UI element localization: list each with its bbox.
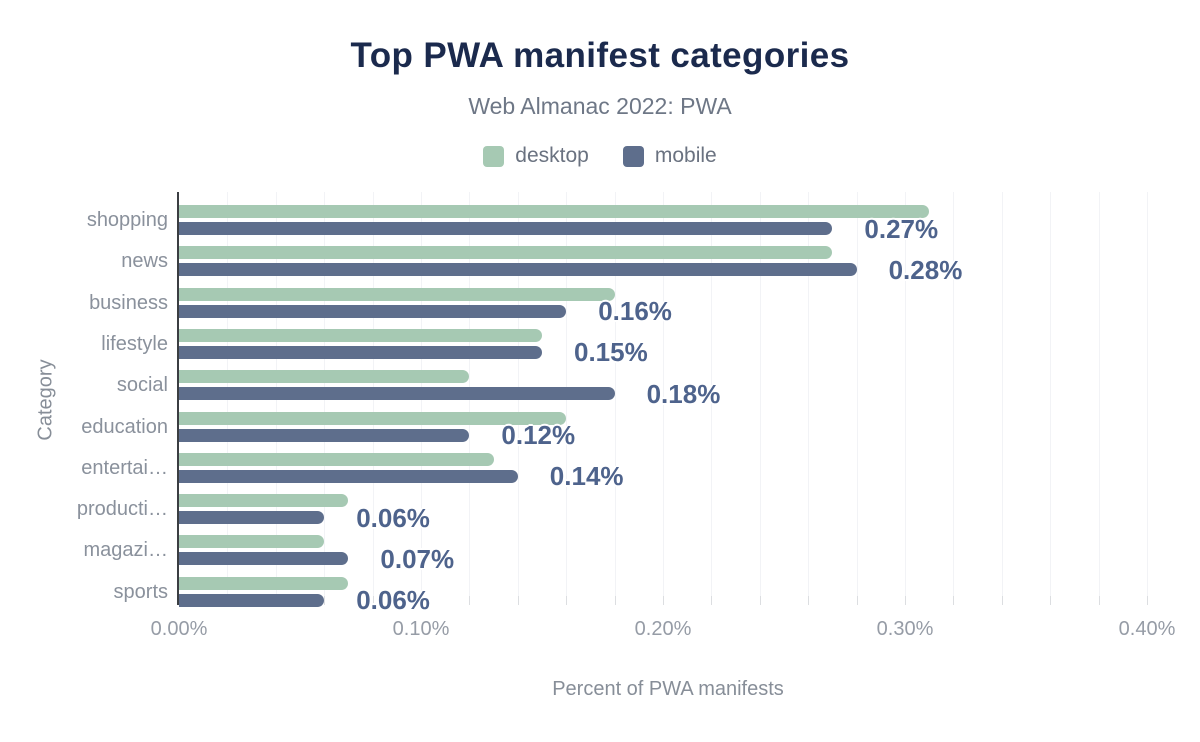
bar-mobile-lifestyle xyxy=(179,345,542,359)
bar-mobile-entertai xyxy=(179,469,518,483)
category-label-shopping: shopping xyxy=(86,209,168,231)
y-axis-line xyxy=(177,192,179,605)
bar-value-label-producti: 0.06% xyxy=(356,502,430,533)
category-label-entertai: entertai… xyxy=(81,456,168,479)
bar-desktop-entertai xyxy=(179,452,494,466)
gridline xyxy=(1098,192,1100,596)
bar-value-label-magazi: 0.07% xyxy=(380,543,455,574)
legend-label-mobile: mobile xyxy=(654,144,717,167)
axis-tick xyxy=(759,596,761,605)
gridline xyxy=(905,192,906,596)
chart-subtitle: Web Almanac 2022: PWA xyxy=(468,93,732,119)
bar-desktop-social xyxy=(179,370,470,384)
bar-value-label-social: 0.18% xyxy=(646,378,721,409)
bar-desktop-sports xyxy=(179,576,349,590)
bar-mobile-producti xyxy=(179,511,325,525)
gridline xyxy=(711,192,713,596)
axis-tick xyxy=(711,596,713,605)
legend-label-desktop: desktop xyxy=(515,144,589,167)
axis-tick xyxy=(372,596,374,605)
axis-tick xyxy=(1050,596,1052,605)
category-label-news: news xyxy=(121,250,168,273)
bar-mobile-magazi xyxy=(179,552,349,566)
axis-tick xyxy=(953,596,955,605)
bar-desktop-shopping xyxy=(179,205,930,218)
category-label-business: business xyxy=(89,291,168,314)
bar-desktop-magazi xyxy=(179,535,325,549)
gridline xyxy=(808,192,810,596)
bar-value-label-education: 0.12% xyxy=(501,420,576,450)
x-tick-label-2: 0.20% xyxy=(634,618,692,640)
bar-desktop-news xyxy=(179,246,833,260)
category-label-sports: sports xyxy=(113,580,168,603)
axis-tick xyxy=(566,596,568,605)
bar-desktop-business xyxy=(179,287,615,301)
bar-desktop-education xyxy=(179,411,567,425)
bar-mobile-shopping xyxy=(179,222,833,235)
gridline xyxy=(759,192,761,596)
bar-desktop-lifestyle xyxy=(179,328,542,342)
axis-tick xyxy=(469,596,471,605)
x-tick-label-4: 0.40% xyxy=(1118,618,1176,640)
bar-mobile-education xyxy=(179,428,470,442)
chart-title: Top PWA manifest categories xyxy=(350,36,850,75)
mobile-swatch-icon xyxy=(622,145,644,167)
gridline xyxy=(1050,192,1052,596)
desktop-swatch-icon xyxy=(483,145,505,167)
gridline xyxy=(953,192,955,596)
plot-area: shopping 0.27% news 0.28% business 0.16% lifes… xyxy=(77,192,1170,613)
axis-tick xyxy=(856,596,858,605)
axis-tick xyxy=(614,596,616,605)
category-label-social: social xyxy=(116,374,168,397)
category-label-producti: producti… xyxy=(76,498,168,521)
bar-mobile-news xyxy=(179,263,857,277)
legend-item-mobile: mobile xyxy=(622,144,717,168)
gridline xyxy=(856,192,858,596)
bar-mobile-business xyxy=(179,304,567,318)
axis-tick xyxy=(808,596,810,605)
axis-tick xyxy=(663,596,664,605)
axis-tick xyxy=(324,596,326,605)
legend-item-desktop: desktop xyxy=(483,144,589,168)
bar-value-label-sports: 0.06% xyxy=(356,585,430,616)
x-tick-label-3: 0.30% xyxy=(876,618,934,640)
axis-tick xyxy=(1001,596,1003,605)
bar-value-label-business: 0.16% xyxy=(598,296,672,327)
y-axis-title: Category xyxy=(34,359,57,441)
bar-value-label-news: 0.28% xyxy=(888,254,963,285)
legend: desktop mobile xyxy=(0,144,1200,168)
category-label-education: education xyxy=(81,415,168,438)
bar-value-label-lifestyle: 0.15% xyxy=(574,337,648,368)
axis-tick xyxy=(905,596,906,605)
gridline xyxy=(614,192,616,596)
gridline xyxy=(1147,192,1148,596)
bar-value-label-shopping: 0.27% xyxy=(864,213,939,244)
category-label-lifestyle: lifestyle xyxy=(101,332,168,355)
gridline xyxy=(663,192,664,596)
x-axis-title: Percent of PWA manifests xyxy=(552,678,784,700)
bar-mobile-social xyxy=(179,387,615,401)
axis-tick xyxy=(1147,596,1148,605)
axis-tick xyxy=(1098,596,1100,605)
gridline xyxy=(1001,192,1003,596)
category-label-magazi: magazi… xyxy=(83,539,168,562)
bar-mobile-sports xyxy=(179,593,325,607)
axis-tick xyxy=(421,596,422,605)
axis-tick xyxy=(517,596,519,605)
bar-desktop-producti xyxy=(179,494,349,508)
x-tick-label-0: 0.00% xyxy=(150,618,208,640)
x-tick-label-1: 0.10% xyxy=(392,618,450,640)
bar-value-label-entertai: 0.14% xyxy=(549,461,624,492)
